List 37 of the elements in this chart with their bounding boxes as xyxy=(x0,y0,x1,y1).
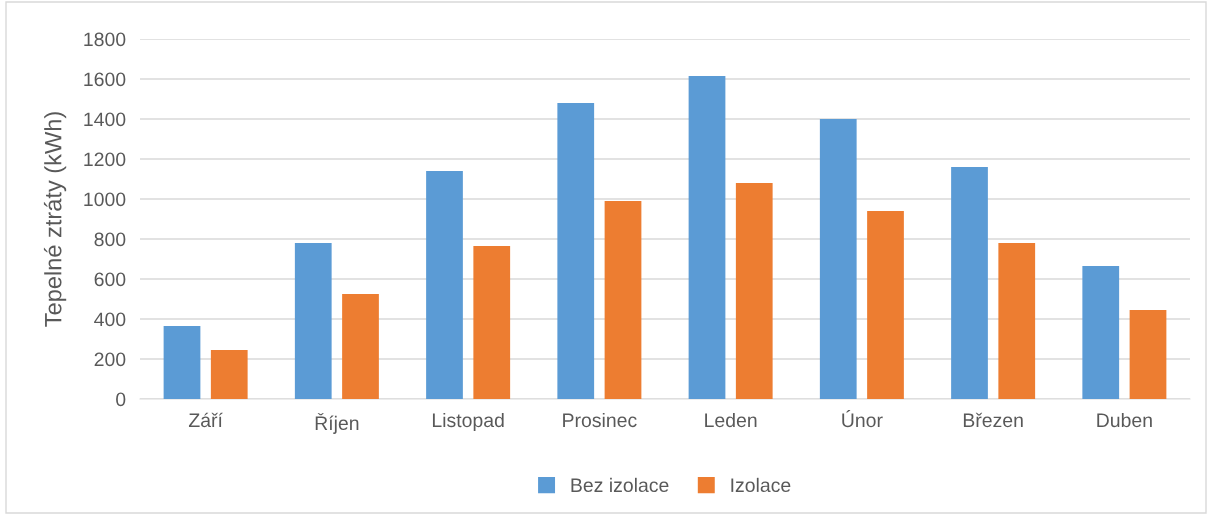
bar xyxy=(473,246,511,399)
legend-label: Izolace xyxy=(731,477,791,493)
bar xyxy=(867,211,904,399)
bar xyxy=(163,326,201,399)
bar xyxy=(735,183,773,399)
bar xyxy=(342,294,379,399)
bar xyxy=(1129,310,1167,399)
y-axis-title: Tepelné ztráty (kWh) xyxy=(43,112,67,327)
y-tick-label: 200 xyxy=(94,352,126,367)
y-tick-label: 0 xyxy=(116,392,126,407)
x-tick-label: Duben xyxy=(1097,412,1152,428)
bar xyxy=(951,167,988,399)
x-tick-label: Leden xyxy=(705,412,757,428)
x-tick-label: Březen xyxy=(963,412,1023,428)
y-tick-label: 1800 xyxy=(84,32,126,47)
x-tick-label: Říjen xyxy=(315,412,359,434)
x-tick-label: Únor xyxy=(842,410,883,428)
legend-label: Bez izolace xyxy=(571,477,669,493)
y-tick-label: 1600 xyxy=(84,72,126,87)
bar xyxy=(210,350,248,399)
y-tick-label: 1200 xyxy=(84,152,126,167)
y-tick-label: 1000 xyxy=(84,192,126,207)
x-tick-label: Prosinec xyxy=(563,412,637,428)
bar xyxy=(426,171,463,399)
bar xyxy=(557,103,595,399)
y-tick-label: 1400 xyxy=(84,112,126,127)
x-tick-label: Listopad xyxy=(432,412,504,432)
bar xyxy=(294,243,332,399)
bar xyxy=(1082,266,1120,399)
bar xyxy=(998,243,1036,399)
bar xyxy=(688,76,726,399)
bar xyxy=(604,201,642,399)
y-tick-label: 800 xyxy=(94,232,126,247)
x-tick-label: Září xyxy=(188,412,223,428)
y-tick-label: 400 xyxy=(94,312,126,327)
y-tick-label: 600 xyxy=(94,272,126,287)
bar xyxy=(819,119,857,399)
